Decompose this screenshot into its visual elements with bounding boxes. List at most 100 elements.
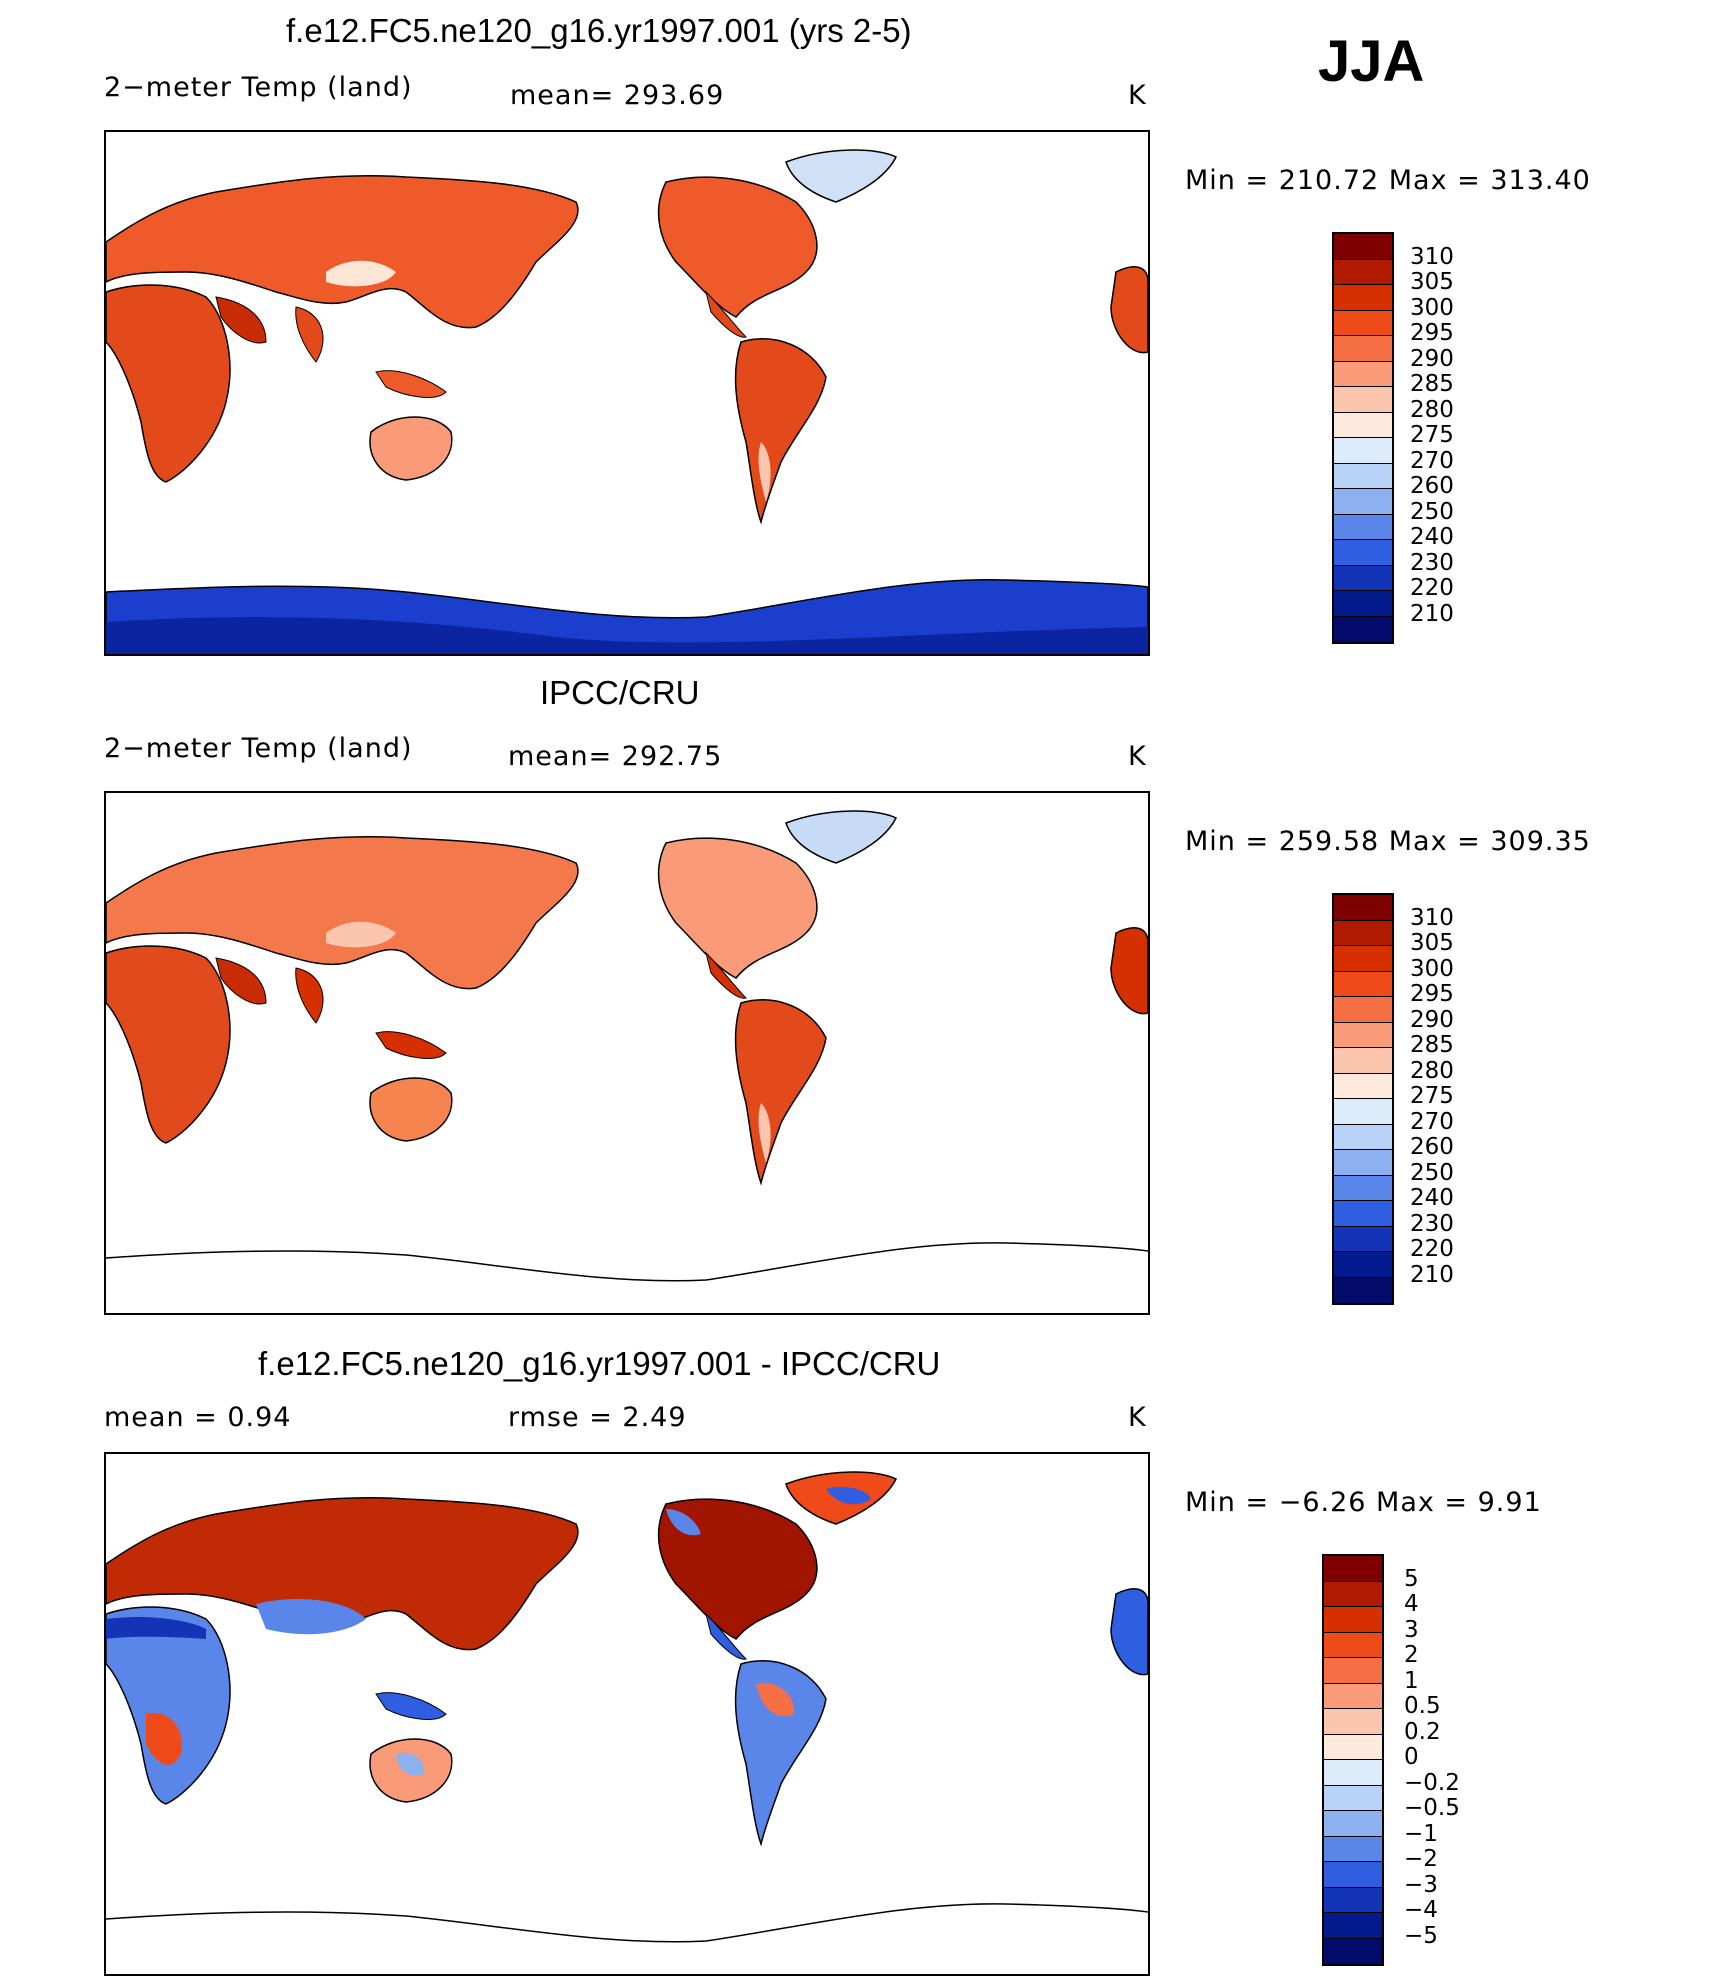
colorbar-swatch [1334,616,1392,642]
colorbar-swatch [1334,1201,1392,1227]
colorbar-tick-label: 260 [1410,473,1454,499]
colorbar-swatch [1334,1073,1392,1099]
panel-2-mean-label: mean= 292.75 [508,741,723,772]
colorbar-tick-label: 240 [1410,524,1454,550]
colorbar-tick-label: −1 [1404,1820,1438,1847]
panel-1-title: f.e12.FC5.ne120_g16.yr1997.001 (yrs 2-5) [286,12,912,49]
colorbar-tick-label: 220 [1410,575,1454,601]
panel-1-unit-label: K [1128,80,1147,111]
panel-1-colorbar [1332,232,1394,644]
panel-2-colorbar [1332,893,1394,1305]
colorbar-tick-label: −5 [1404,1922,1438,1949]
panel-1-variable-label: 2−meter Temp (land) [104,72,413,103]
colorbar-swatch [1334,336,1392,362]
colorbar-tick-label: 3 [1404,1616,1419,1643]
colorbar-swatch [1324,1607,1382,1633]
colorbar-swatch [1334,997,1392,1023]
colorbar-tick-label: 1 [1404,1667,1419,1694]
season-label: JJA [1318,29,1425,94]
colorbar-swatch [1324,1811,1382,1837]
panel-3-rmse-label: rmse = 2.49 [508,1402,687,1433]
colorbar-swatch [1334,591,1392,617]
colorbar-tick-label: 210 [1410,1261,1454,1288]
colorbar-tick-label: 310 [1410,904,1454,931]
colorbar-swatch [1324,1658,1382,1684]
colorbar-tick-label: 305 [1410,269,1454,295]
colorbar-swatch [1334,1226,1392,1252]
panel-3-colorbar [1322,1554,1384,1966]
colorbar-tick-label: 285 [1410,371,1454,397]
colorbar-tick-label: −3 [1404,1871,1438,1898]
colorbar-tick-label: 250 [1410,498,1454,525]
colorbar-swatch [1334,259,1392,285]
colorbar-swatch [1334,946,1392,972]
colorbar-tick-label: 2 [1404,1642,1419,1668]
colorbar-swatch [1334,1150,1392,1176]
colorbar-tick-label: 275 [1410,422,1454,448]
colorbar-tick-label: 270 [1410,447,1454,474]
colorbar-swatch [1334,565,1392,591]
panel-1-mean-label: mean= 293.69 [510,80,725,111]
colorbar-tick-label: 295 [1410,320,1454,346]
colorbar-swatch [1324,1556,1382,1582]
colorbar-swatch [1334,1277,1392,1303]
colorbar-swatch [1324,1734,1382,1760]
colorbar-tick-label: 275 [1410,1083,1454,1109]
colorbar-tick-label: 230 [1410,549,1454,576]
colorbar-tick-label: 300 [1410,294,1454,321]
colorbar-tick-label: 220 [1410,1236,1454,1262]
colorbar-tick-label: 0.5 [1404,1693,1441,1719]
colorbar-tick-label: −0.5 [1404,1795,1460,1821]
colorbar-swatch [1334,387,1392,413]
panel-3-mean-label: mean = 0.94 [104,1402,292,1433]
colorbar-swatch [1324,1709,1382,1735]
colorbar-swatch [1334,489,1392,515]
panel-2-minmax: Min = 259.58 Max = 309.35 [1185,826,1591,857]
colorbar-swatch [1334,920,1392,946]
colorbar-swatch [1324,1836,1382,1862]
colorbar-swatch [1334,514,1392,540]
colorbar-swatch [1334,361,1392,387]
panel-3-minmax: Min = −6.26 Max = 9.91 [1185,1487,1542,1518]
colorbar-tick-label: 0 [1404,1744,1419,1770]
colorbar-tick-label: −4 [1404,1897,1438,1923]
panel-1-minmax: Min = 210.72 Max = 313.40 [1185,165,1591,196]
colorbar-swatch [1324,1913,1382,1939]
colorbar-tick-label: 4 [1404,1591,1419,1617]
panel-3-title: f.e12.FC5.ne120_g16.yr1997.001 - IPCC/CR… [258,1345,941,1382]
panel-2-map [104,791,1150,1315]
colorbar-swatch [1324,1938,1382,1964]
colorbar-swatch [1324,1887,1382,1913]
panel-2-variable-label: 2−meter Temp (land) [104,733,413,764]
panel-2-unit-label: K [1128,741,1147,772]
colorbar-tick-label: 230 [1410,1210,1454,1237]
colorbar-swatch [1334,895,1392,921]
colorbar-swatch [1334,1022,1392,1048]
panel-2-title: IPCC/CRU [540,674,700,711]
panel-3-map [104,1452,1150,1976]
colorbar-swatch [1334,971,1392,997]
colorbar-tick-label: 5 [1404,1565,1419,1592]
panel-3-unit-label: K [1128,1402,1147,1433]
colorbar-swatch [1324,1862,1382,1888]
colorbar-tick-label: 310 [1410,243,1454,270]
colorbar-tick-label: 210 [1410,600,1454,627]
colorbar-swatch [1334,285,1392,311]
colorbar-tick-label: 240 [1410,1185,1454,1211]
colorbar-tick-label: 295 [1410,981,1454,1007]
panel-1-map [104,130,1150,656]
colorbar-tick-label: 270 [1410,1108,1454,1135]
colorbar-swatch [1324,1632,1382,1658]
colorbar-swatch [1334,1099,1392,1125]
colorbar-tick-label: 260 [1410,1134,1454,1160]
colorbar-swatch [1334,1252,1392,1278]
colorbar-tick-label: −2 [1404,1846,1438,1872]
colorbar-swatch [1334,540,1392,566]
colorbar-tick-label: 280 [1410,1057,1454,1084]
colorbar-swatch [1334,234,1392,260]
colorbar-tick-label: 300 [1410,955,1454,982]
colorbar-tick-label: 290 [1410,1006,1454,1033]
colorbar-tick-label: 305 [1410,930,1454,956]
colorbar-tick-label: 290 [1410,345,1454,372]
colorbar-swatch [1324,1785,1382,1811]
